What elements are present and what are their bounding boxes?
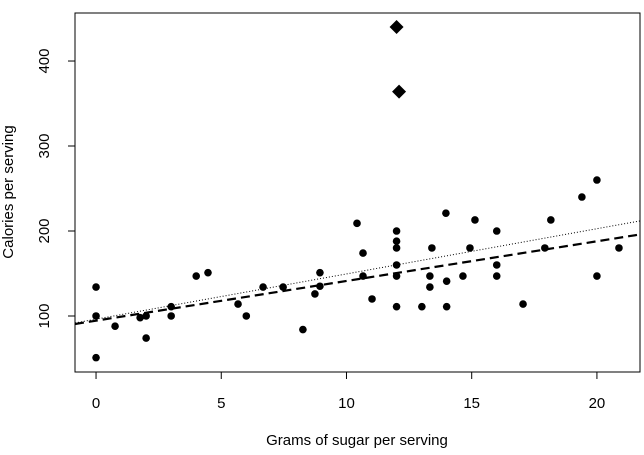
data-point — [541, 244, 549, 252]
outlier-point — [389, 20, 404, 35]
data-point — [471, 216, 479, 224]
x-tick-label: 20 — [589, 395, 606, 412]
data-point — [442, 209, 450, 217]
data-point — [392, 237, 401, 245]
data-point — [136, 313, 144, 322]
data-point — [242, 312, 251, 320]
data-point — [142, 312, 150, 320]
data-point — [459, 272, 467, 280]
y-tick-label: 100 — [36, 303, 53, 328]
data-point — [353, 219, 361, 228]
data-point — [192, 272, 201, 280]
data-point — [142, 334, 150, 342]
outlier-point — [392, 84, 407, 99]
y-tick-label: 400 — [36, 49, 53, 74]
data-point — [428, 244, 436, 252]
y-tick-label: 300 — [36, 133, 53, 158]
data-point — [359, 249, 367, 257]
data-point — [111, 322, 119, 330]
data-point — [519, 300, 527, 308]
data-point — [204, 268, 212, 277]
x-tick-label: 5 — [217, 395, 225, 412]
x-tick-label: 0 — [92, 395, 100, 412]
data-point — [92, 312, 100, 320]
data-point — [392, 302, 401, 311]
data-point — [492, 261, 501, 269]
data-point — [615, 244, 623, 252]
data-point — [316, 268, 324, 277]
x-tick-label: 15 — [463, 395, 480, 412]
data-point — [418, 302, 426, 311]
data-point — [426, 272, 434, 280]
data-point — [392, 227, 401, 235]
data-point — [442, 302, 451, 311]
data-point — [392, 261, 401, 269]
fit-line — [75, 233, 640, 326]
data-point — [234, 300, 242, 308]
data-point — [426, 283, 434, 291]
data-point — [92, 283, 100, 291]
plot-frame — [74, 12, 641, 373]
x-tick-label: 10 — [338, 395, 355, 412]
data-point — [92, 353, 100, 362]
data-point — [392, 244, 401, 252]
data-point — [492, 227, 501, 235]
data-point — [299, 325, 307, 334]
data-point — [279, 283, 287, 291]
data-point — [593, 272, 601, 280]
data-point — [392, 272, 401, 280]
data-point — [578, 193, 586, 201]
y-axis-label: Calories per serving — [0, 125, 17, 258]
data-point — [167, 302, 175, 311]
data-point — [259, 283, 267, 291]
x-axis-label: Grams of sugar per serving — [266, 432, 448, 449]
data-point — [593, 176, 601, 184]
data-point — [547, 216, 555, 224]
data-point — [167, 312, 175, 320]
data-point — [466, 244, 474, 252]
y-tick-label: 200 — [36, 218, 53, 243]
data-point — [368, 295, 376, 303]
data-point — [492, 272, 501, 280]
data-point — [359, 272, 367, 280]
data-point — [311, 290, 319, 298]
data-point — [442, 277, 451, 285]
fit-line — [75, 220, 640, 324]
data-point — [316, 282, 324, 291]
